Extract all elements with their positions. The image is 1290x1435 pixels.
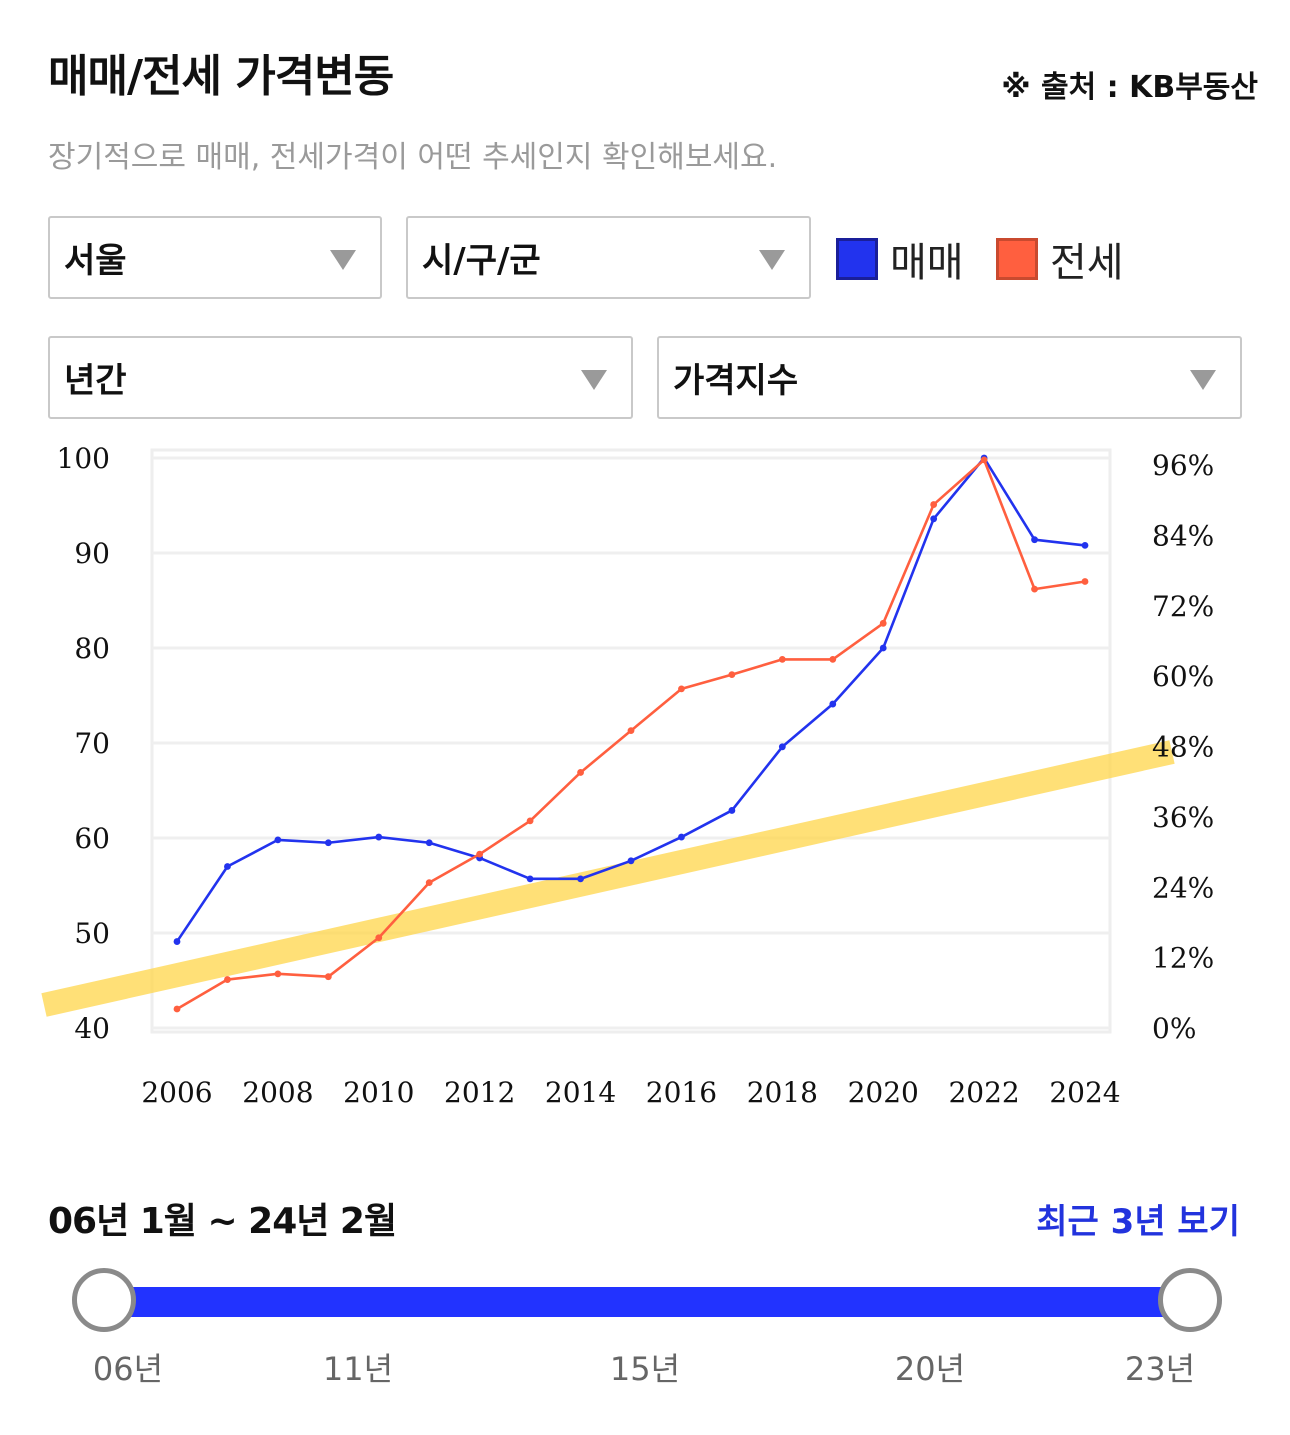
- range-slider-end-handle[interactable]: [1158, 1268, 1222, 1332]
- x-axis-tick: 2006: [141, 1076, 212, 1109]
- x-axis-tick: 2008: [242, 1076, 313, 1109]
- data-point-sale: [426, 839, 433, 846]
- region-select[interactable]: 서울: [48, 216, 382, 299]
- range-slider-tick: 23년: [1125, 1344, 1195, 1390]
- data-point-jeonse: [174, 1006, 181, 1013]
- price-index-chart: 100 90 80 70 60 50 40 96% 84% 72% 60% 48% 36% 24% 12% 0…: [0, 430, 1290, 1130]
- data-point-sale: [577, 875, 584, 882]
- data-point-jeonse: [981, 457, 988, 464]
- legend-jeonse-swatch: [996, 238, 1038, 280]
- x-axis-tick: 2022: [948, 1076, 1019, 1109]
- x-axis-tick: 2018: [747, 1076, 818, 1109]
- district-select[interactable]: 시/구/군: [406, 216, 811, 299]
- highlight-band-stroke: [44, 752, 1172, 1005]
- range-slider-tick: 11년: [323, 1344, 393, 1390]
- data-point-jeonse: [426, 879, 433, 886]
- range-slider-tick: 06년: [93, 1344, 163, 1390]
- y-axis-right-tick: 24%: [1152, 871, 1214, 904]
- data-point-sale: [880, 645, 887, 652]
- y-axis-right-tick: 0%: [1152, 1012, 1196, 1045]
- data-point-sale: [274, 837, 281, 844]
- data-point-sale: [779, 743, 786, 750]
- data-point-jeonse: [880, 620, 887, 627]
- range-slider-tick: 20년: [895, 1344, 965, 1390]
- y-axis-left-tick: 90: [74, 537, 110, 570]
- data-point-sale: [174, 938, 181, 945]
- y-axis-left-tick: 80: [74, 632, 110, 665]
- period-select[interactable]: 년간: [48, 336, 633, 419]
- data-point-sale: [628, 857, 635, 864]
- y-axis-left-tick: 100: [57, 442, 110, 475]
- page-title: 매매/전세 가격변동: [48, 40, 393, 104]
- data-point-jeonse: [325, 973, 332, 980]
- chevron-down-icon: [330, 250, 356, 270]
- x-axis-tick: 2014: [545, 1076, 616, 1109]
- data-point-sale: [930, 515, 937, 522]
- x-axis-tick: 2016: [646, 1076, 717, 1109]
- data-point-jeonse: [930, 501, 937, 508]
- data-point-sale: [325, 839, 332, 846]
- legend-sale-label: 매매: [890, 230, 964, 288]
- legend-sale-swatch: [836, 238, 878, 280]
- data-point-jeonse: [274, 970, 281, 977]
- x-axis-tick: 2020: [848, 1076, 919, 1109]
- y-axis-left-tick: 70: [74, 727, 110, 760]
- range-slider-tick: 15년: [610, 1344, 680, 1390]
- page-subtitle: 장기적으로 매매, 전세가격이 어떤 추세인지 확인해보세요.: [48, 132, 777, 176]
- y-axis-right-tick: 60%: [1152, 660, 1214, 693]
- x-axis-tick: 2010: [343, 1076, 414, 1109]
- data-point-jeonse: [375, 934, 382, 941]
- data-point-jeonse: [1082, 578, 1089, 585]
- recent-3-years-button[interactable]: 최근 3년 보기: [1036, 1194, 1240, 1243]
- data-point-jeonse: [577, 769, 584, 776]
- y-axis-right-tick: 12%: [1152, 942, 1214, 975]
- legend-jeonse-label: 전세: [1050, 230, 1124, 288]
- chart-series: [174, 455, 1089, 1013]
- y-axis-left-tick: 50: [74, 917, 110, 950]
- data-point-jeonse: [527, 818, 534, 825]
- x-axis-tick: 2024: [1049, 1076, 1120, 1109]
- date-range-label: 06년 1월 ~ 24년 2월: [48, 1192, 396, 1244]
- data-point-jeonse: [224, 976, 231, 983]
- data-point-jeonse: [1031, 586, 1038, 593]
- data-point-sale: [728, 807, 735, 814]
- data-point-sale: [224, 863, 231, 870]
- data-point-jeonse: [779, 656, 786, 663]
- data-point-jeonse: [728, 671, 735, 678]
- y-axis-left-tick: 40: [74, 1012, 110, 1045]
- series-line-jeonse: [177, 460, 1085, 1009]
- y-axis-right-tick: 48%: [1152, 731, 1214, 764]
- region-select-value: 서울: [64, 233, 127, 282]
- range-slider-start-handle[interactable]: [72, 1268, 136, 1332]
- x-axis-tick: 2012: [444, 1076, 515, 1109]
- data-point-sale: [1082, 542, 1089, 549]
- chevron-down-icon: [581, 370, 607, 390]
- legend-jeonse[interactable]: 전세: [996, 230, 1124, 288]
- chevron-down-icon: [759, 250, 785, 270]
- source-label: ※ 출처 : KB부동산: [1001, 62, 1258, 106]
- data-point-sale: [829, 701, 836, 708]
- data-point-sale: [375, 834, 382, 841]
- data-point-sale: [527, 875, 534, 882]
- data-point-jeonse: [476, 851, 483, 858]
- y-axis-right-tick: 84%: [1152, 519, 1214, 552]
- period-select-value: 년간: [64, 353, 127, 402]
- y-axis-right-tick: 36%: [1152, 801, 1214, 834]
- y-axis-right-tick: 72%: [1152, 590, 1214, 623]
- district-select-value: 시/구/군: [422, 233, 541, 282]
- data-point-jeonse: [678, 685, 685, 692]
- metric-select-value: 가격지수: [673, 353, 798, 402]
- data-point-sale: [678, 834, 685, 841]
- data-point-jeonse: [628, 727, 635, 734]
- data-point-jeonse: [829, 656, 836, 663]
- range-slider-track[interactable]: [104, 1287, 1190, 1317]
- data-point-sale: [1031, 536, 1038, 543]
- legend-sale[interactable]: 매매: [836, 230, 964, 288]
- chevron-down-icon: [1190, 370, 1216, 390]
- y-axis-left-tick: 60: [74, 822, 110, 855]
- metric-select[interactable]: 가격지수: [657, 336, 1242, 419]
- highlight-band: [44, 752, 1172, 1005]
- y-axis-right-tick: 96%: [1152, 449, 1214, 482]
